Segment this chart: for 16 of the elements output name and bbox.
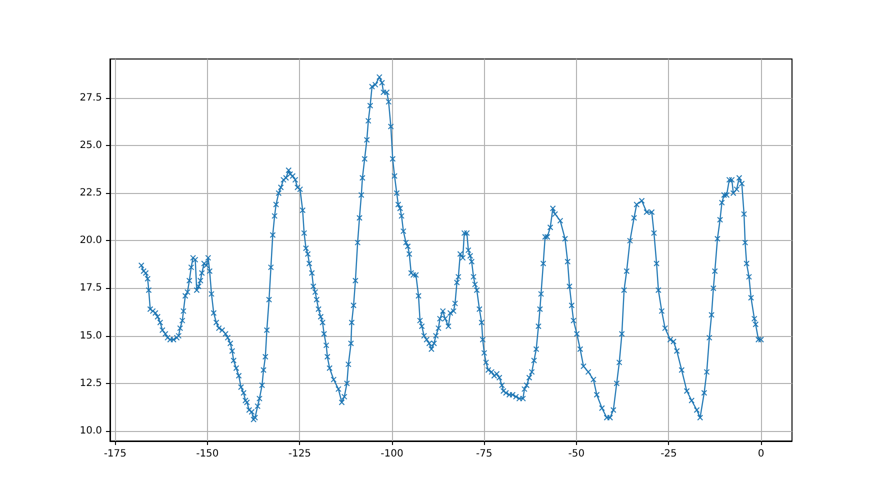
x-tick-label: -75 [476, 448, 492, 460]
y-tick-label: 22.5 [80, 188, 102, 199]
x-tick-label: -175 [104, 448, 127, 460]
x-tick-label: -50 [568, 448, 585, 460]
y-tick-label: 27.5 [80, 92, 102, 104]
y-tick-label: 15.0 [80, 330, 102, 342]
x-tick-label: -150 [196, 448, 219, 460]
x-tick-label: -125 [288, 448, 312, 460]
x-tick-label: -100 [380, 448, 404, 460]
y-tick-label: 10.0 [80, 425, 102, 436]
y-tick-label: 17.5 [80, 282, 102, 294]
y-tick-label: 20.0 [80, 235, 102, 246]
y-tick-label: 25.0 [80, 140, 102, 152]
y-tick-label: 12.5 [80, 378, 102, 389]
x-tick-label: 0 [758, 448, 764, 460]
x-tick-label: -25 [660, 448, 677, 460]
